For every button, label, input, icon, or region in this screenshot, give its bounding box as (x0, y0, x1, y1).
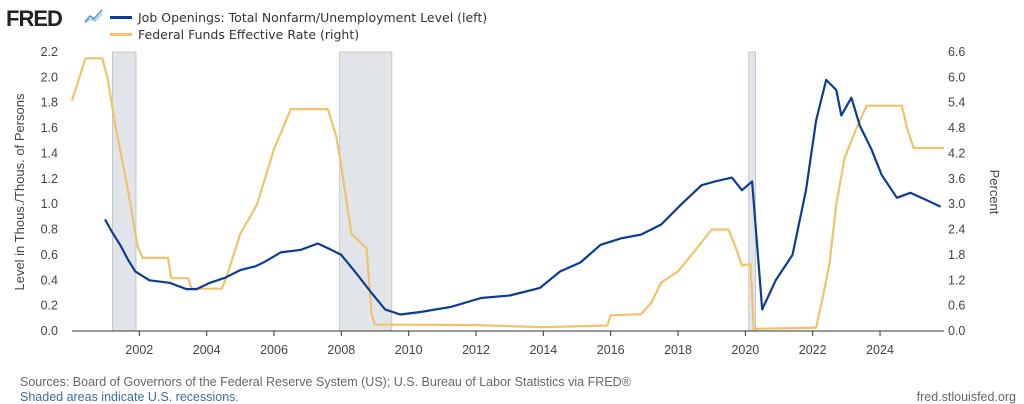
y-tick-right: 3.6 (948, 172, 965, 186)
y-tick-left: 1.2 (41, 172, 58, 186)
y-tick-left: 0.2 (41, 299, 58, 313)
y-tick-right: 4.2 (948, 146, 965, 160)
y-tick-right: 6.6 (948, 45, 965, 59)
y-tick-right: 2.4 (948, 223, 965, 237)
y-tick-right: 5.4 (948, 96, 965, 110)
y-tick-left: 1.8 (41, 96, 58, 110)
y-tick-right: 1.2 (948, 273, 965, 287)
y-tick-left: 1.6 (41, 121, 58, 135)
y-tick-right: 4.8 (948, 121, 965, 135)
legend-label: Federal Funds Effective Rate (right) (138, 27, 360, 42)
y-tick-right: 3.0 (948, 197, 965, 211)
x-tick: 2006 (260, 343, 288, 357)
x-tick: 2008 (327, 343, 355, 357)
y-tick-left: 0.8 (41, 223, 58, 237)
sources-text: Sources: Board of Governors of the Feder… (20, 375, 631, 389)
line-chart-icon (84, 9, 103, 24)
legend: Job Openings: Total Nonfarm/Unemployment… (110, 9, 487, 43)
y-tick-left: 0.6 (41, 248, 58, 262)
recessions-note[interactable]: Shaded areas indicate U.S. recessions. (20, 390, 239, 404)
y-tick-left: 1.0 (41, 197, 58, 211)
x-tick: 2010 (395, 343, 423, 357)
legend-item-job-openings: Job Openings: Total Nonfarm/Unemployment… (110, 9, 487, 26)
site-link[interactable]: fred.stlouisfed.org (916, 390, 1016, 404)
series-line-job-openings (104, 78, 942, 316)
y-tick-left: 2.0 (41, 70, 58, 84)
x-tick: 2012 (462, 343, 490, 357)
y-axis-label-left: Level in Thous./Thous. of Persons (12, 93, 27, 291)
x-tick: 2014 (529, 343, 557, 357)
x-tick: 2002 (125, 343, 153, 357)
y-tick-right: 1.8 (948, 248, 965, 262)
x-tick: 2018 (664, 343, 692, 357)
fred-logo: FRED (6, 6, 63, 31)
y-tick-left: 0.4 (41, 273, 58, 287)
y-tick-left: 2.2 (41, 45, 58, 59)
y-tick-right: 0.6 (948, 299, 965, 313)
x-tick: 2016 (597, 343, 625, 357)
legend-item-fed-funds: Federal Funds Effective Rate (right) (110, 26, 487, 43)
legend-label: Job Openings: Total Nonfarm/Unemployment… (138, 10, 488, 25)
y-tick-right: 0.0 (948, 324, 965, 338)
x-tick: 2022 (799, 343, 827, 357)
recession-band (112, 51, 137, 332)
y-tick-left: 1.4 (41, 146, 58, 160)
x-tick: 2024 (866, 343, 894, 357)
x-tick: 2020 (731, 343, 759, 357)
recession-band (339, 51, 393, 332)
series-line-fed-funds (70, 57, 944, 330)
x-tick: 2004 (193, 343, 221, 357)
y-axis-label-right: Percent (987, 170, 1002, 215)
y-tick-right: 6.0 (948, 70, 965, 84)
y-tick-left: 0.0 (41, 324, 58, 338)
